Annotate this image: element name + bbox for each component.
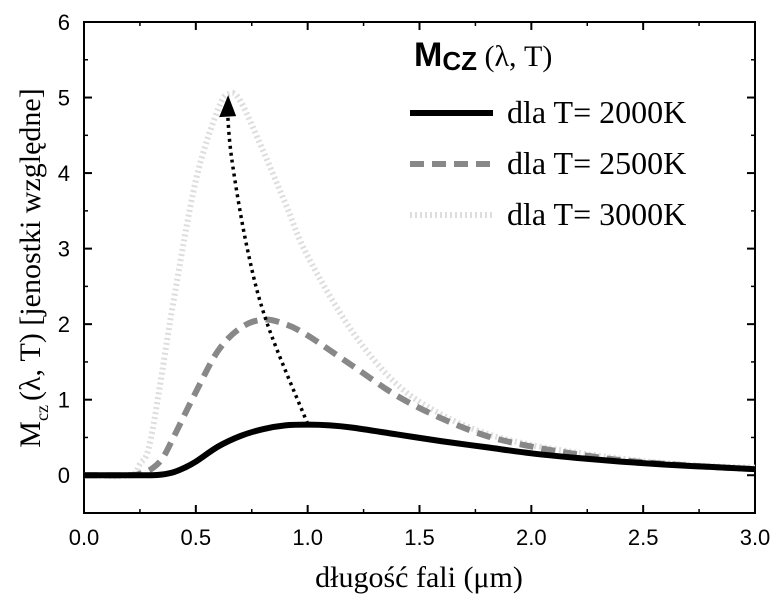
y-axis-label-sub: cz [32,405,52,421]
y-tick-label: 2 [58,312,70,337]
x-tick-label: 0.0 [69,525,100,550]
y-tick-label: 1 [58,388,70,413]
annotation-layer [219,95,310,425]
y-tick-label: 0 [58,463,70,488]
y-tick-label: 6 [58,10,70,35]
series-layer [83,90,756,480]
series-line-2 [83,316,756,479]
x-tick-label: 0.5 [181,525,212,550]
legend-label-2: dla T= 2500K [507,145,686,181]
x-axis-label: długość fali (μm) [315,561,523,594]
y-axis-label-main: M [14,421,47,448]
series-line-1 [84,421,756,479]
x-tick-label: 1.0 [292,525,323,550]
legend-label-1: dla T= 2000K [507,94,686,130]
legend-title-main: M [414,36,442,74]
x-tick-label: 2.0 [516,525,547,550]
legend-title-rest: (λ, T) [477,40,552,73]
arrow-head [219,95,237,118]
svg-text:Mcz(λ, T) [jenostki względne]: Mcz (λ, T) [jenostki względne] [14,88,52,447]
peak-shift-arrow [225,104,310,425]
legend: MCZ (λ, T) dla T= 2000K dla T= 2500K dla T… [410,36,686,232]
x-tick-label: 3.0 [740,525,771,550]
y-axis-label-rest: (λ, T) [jenostki względne] [14,88,47,401]
x-tick-label: 2.5 [628,525,659,550]
y-axis-label: Mcz (λ, T) [jenostki względne] [14,88,52,447]
legend-label-3: dla T= 3000K [507,196,686,232]
x-axis-ticks: 0.0 0.5 1.0 1.5 2.0 2.5 3.0 [69,22,771,550]
y-tick-label: 3 [58,237,70,262]
legend-title-sub: CZ [442,46,477,76]
y-tick-label: 4 [58,161,70,186]
y-axis-ticks: 0 1 2 3 4 5 6 [58,10,755,514]
y-tick-label: 5 [58,86,70,111]
x-tick-label: 1.5 [404,525,435,550]
legend-title: MCZ (λ, T) [414,36,552,76]
